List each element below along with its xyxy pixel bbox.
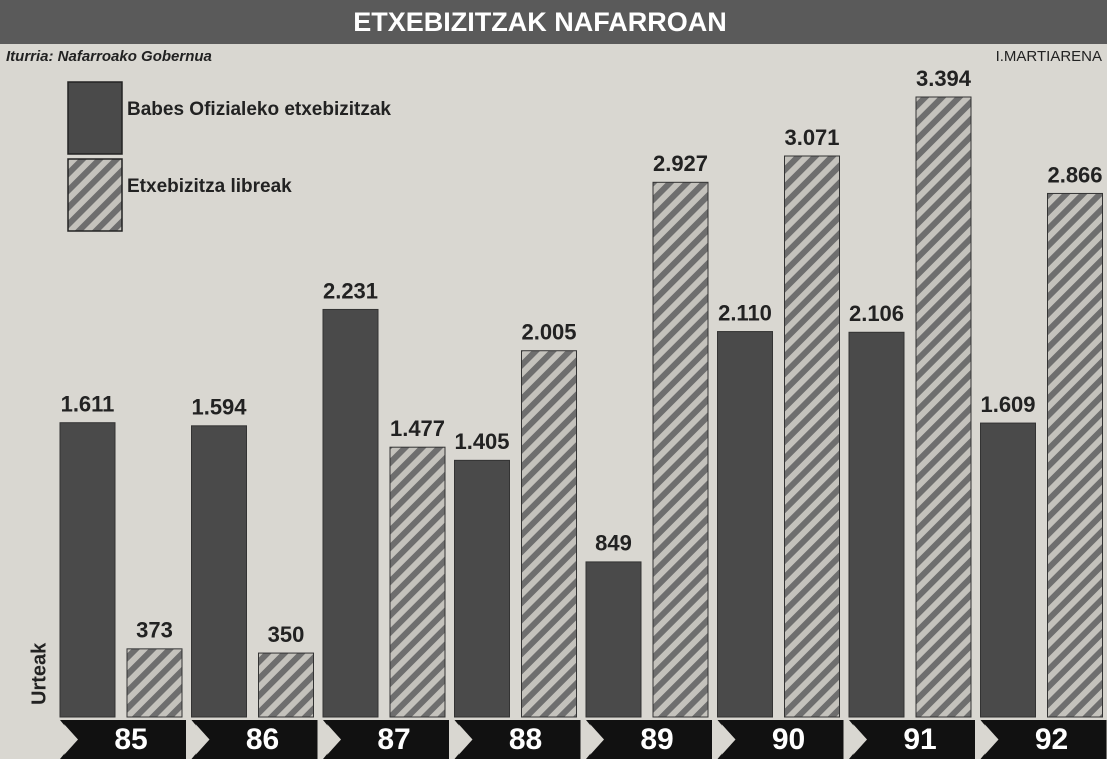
value-label: 350 — [268, 622, 305, 647]
bar — [849, 332, 904, 717]
value-label: 2.866 — [1047, 162, 1102, 187]
value-label: 2.231 — [323, 278, 378, 303]
legend-label: Etxebizitza libreak — [127, 176, 292, 197]
x-tick-label: 90 — [772, 723, 805, 756]
x-tick-label: 86 — [246, 723, 279, 756]
bar — [390, 447, 445, 717]
x-tick-label: 88 — [509, 723, 542, 756]
bar — [586, 562, 641, 717]
value-label: 1.609 — [980, 392, 1035, 417]
bar — [785, 156, 840, 717]
value-label: 1.611 — [61, 392, 115, 417]
author: I.MARTIARENA — [996, 48, 1102, 65]
legend-label: Babes Ofizialeko etxebizitzak — [127, 99, 391, 120]
chart: ETXEBIZITZAK NAFARROAN Iturria: Nafarroa… — [0, 0, 1107, 759]
bar — [192, 426, 247, 717]
bar — [455, 460, 510, 717]
value-label: 2.005 — [521, 320, 576, 345]
value-label: 1.405 — [454, 429, 509, 454]
bar — [323, 309, 378, 717]
chart-title: ETXEBIZITZAK NAFARROAN — [353, 7, 727, 37]
x-tick-label: 91 — [903, 723, 936, 756]
bar — [60, 423, 115, 717]
value-label: 1.594 — [191, 395, 247, 420]
value-label: 2.110 — [718, 300, 772, 325]
bar — [718, 332, 773, 717]
value-label: 3.071 — [784, 125, 839, 150]
x-tick-label: 87 — [377, 723, 410, 756]
value-label: 373 — [136, 618, 173, 643]
subtitle: Iturria: Nafarroako Gobernua — [6, 48, 212, 65]
value-label: 3.394 — [916, 66, 972, 91]
legend-swatch — [68, 159, 122, 231]
value-label: 2.927 — [653, 151, 708, 176]
bar — [1048, 193, 1103, 717]
bar — [916, 97, 971, 717]
x-axis-label: Urteak — [28, 642, 50, 705]
x-tick-label: 85 — [114, 723, 147, 756]
legend-swatch — [68, 82, 122, 154]
bar — [127, 649, 182, 717]
bar — [653, 182, 708, 717]
value-label: 2.106 — [849, 301, 904, 326]
bar — [981, 423, 1036, 717]
value-label: 849 — [595, 531, 632, 556]
value-label: 1.477 — [390, 416, 445, 441]
x-tick-label: 89 — [640, 723, 673, 756]
bar — [259, 653, 314, 717]
bar — [522, 351, 577, 717]
x-tick-label: 92 — [1035, 723, 1068, 756]
